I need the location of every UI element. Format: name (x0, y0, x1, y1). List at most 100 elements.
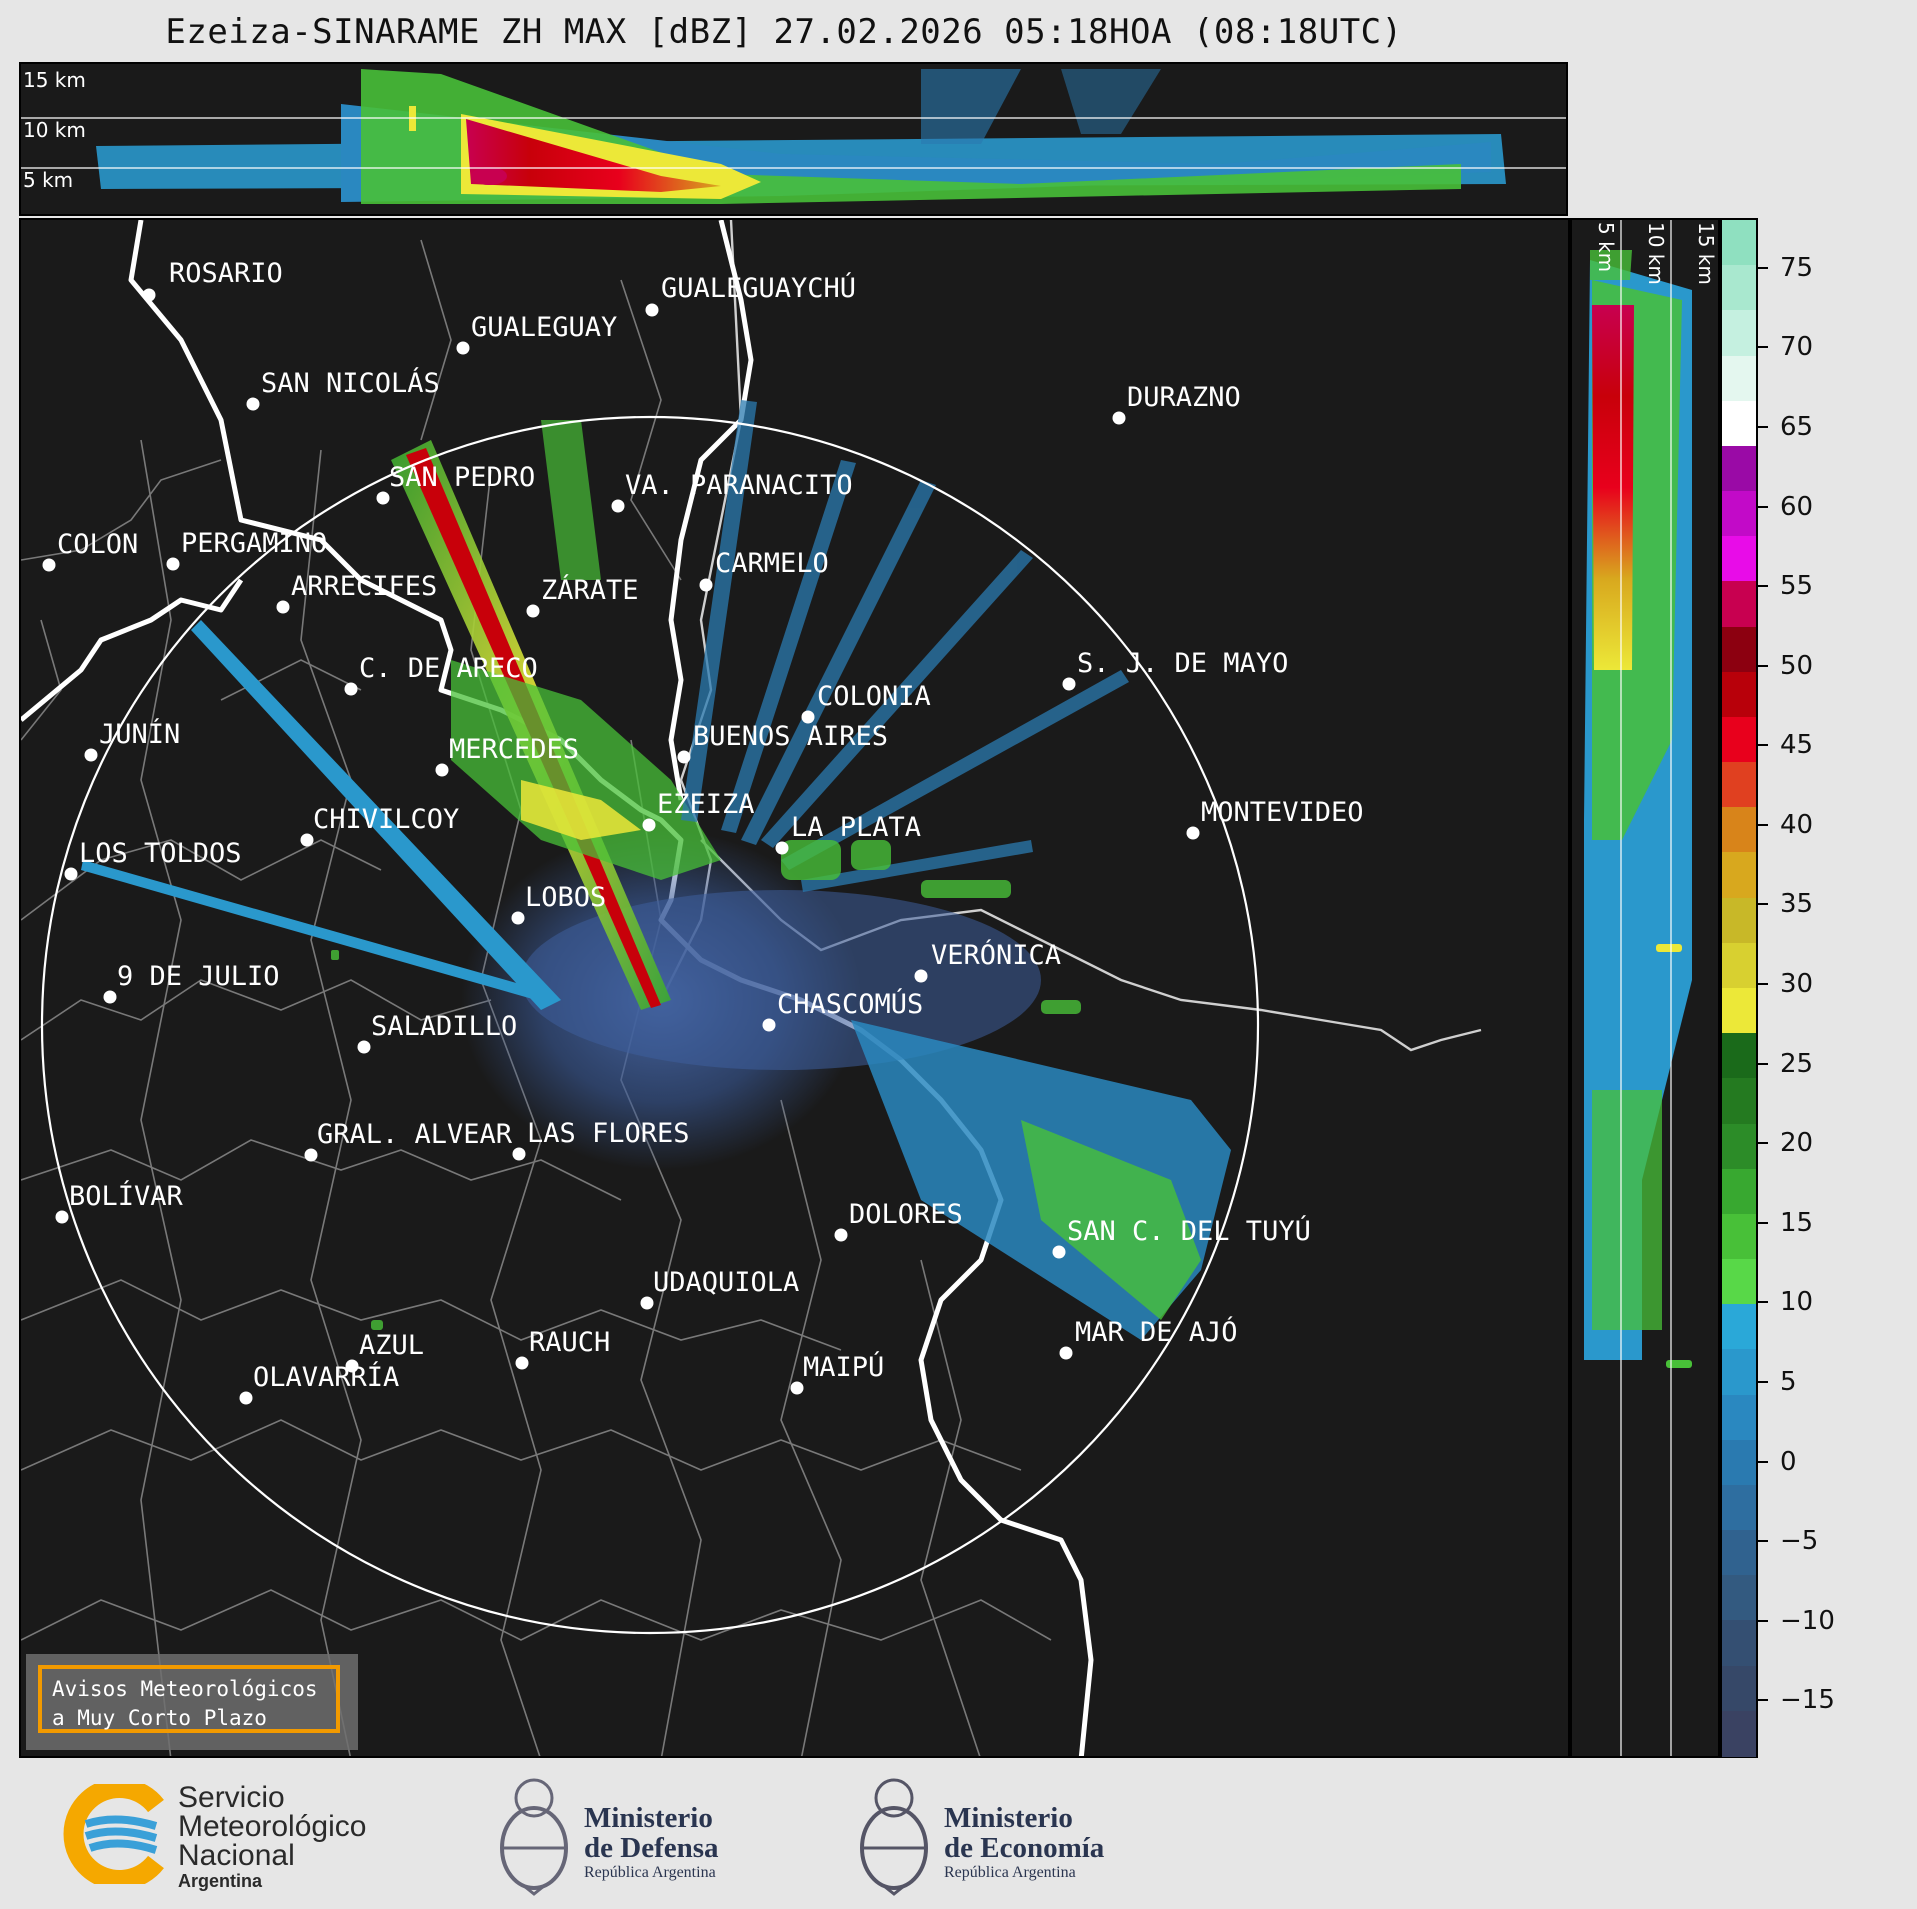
colorbar-band (1722, 716, 1756, 764)
city-label: BOLÍVAR (69, 1180, 184, 1212)
side-profile-svg: 5 km 10 km 15 km (1584, 220, 1718, 1756)
city-label: BUENOS AIRES (693, 721, 888, 752)
colorbar-tick-label: 15 (1780, 1207, 1814, 1238)
echo-river-plate (521, 890, 1041, 1070)
city-marker: MAIPÚ (790, 1351, 884, 1395)
colorbar-tick-label: −5 (1780, 1526, 1819, 1557)
colorbar-tick (1758, 585, 1768, 588)
city-marker: VA. PARANACITO (611, 470, 853, 513)
city-label: LOS TOLDOS (79, 838, 242, 869)
colorbar-band (1722, 1123, 1756, 1170)
city-label: MAR DE AJÓ (1075, 1316, 1238, 1348)
colorbar-tick (1758, 823, 1768, 826)
city-label: MERCEDES (449, 734, 579, 765)
city-dot (276, 600, 290, 614)
smn-line-2: Meteorológico (178, 1810, 367, 1843)
defensa-line-2: de Defensa (584, 1832, 719, 1864)
top-profile-panel: 15 km 10 km 5 km (19, 62, 1568, 216)
city-label: VERÓNICA (931, 939, 1061, 971)
avisos-box[interactable]: Avisos Meteorológicos a Muy Corto Plazo (26, 1654, 358, 1750)
colorbar-tick-label: 45 (1780, 730, 1814, 761)
city-label: CHASCOMÚS (777, 988, 923, 1020)
avisos-link[interactable]: Avisos Meteorológicos a Muy Corto Plazo (38, 1665, 340, 1733)
top-profile-svg: 15 km 10 km 5 km (21, 68, 1566, 204)
city-marker: CARMELO (699, 548, 829, 592)
city-dot (914, 969, 928, 983)
city-marker: MERCEDES (435, 734, 579, 777)
city-marker: UDAQUIOLA (640, 1267, 799, 1310)
colorbar-tick (1758, 1380, 1768, 1383)
side-height-label-15km: 15 km (1694, 222, 1718, 285)
city-marker: COLONIA (801, 681, 931, 724)
side-echo-speck-2 (1666, 1360, 1692, 1368)
colorbar-band (1722, 1259, 1756, 1306)
colorbar-tick (1758, 505, 1768, 508)
city-dot (456, 341, 470, 355)
city-marker: GUALEGUAYCHÚ (645, 272, 856, 317)
economia-logo-text: Ministerio de Economía República Argenti… (944, 1803, 1104, 1883)
colorbar-tick-label: 50 (1780, 650, 1814, 681)
city-label: MAIPÚ (803, 1351, 884, 1383)
colorbar-band (1722, 1168, 1756, 1215)
side-echo-speck (1656, 944, 1682, 952)
city-dot (55, 1210, 69, 1224)
city-marker: PERGAMINO (166, 528, 327, 571)
city-label: LOBOS (525, 882, 606, 913)
height-label-15km: 15 km (23, 68, 86, 92)
city-marker: BOLÍVAR (55, 1180, 184, 1224)
city-dot (435, 763, 449, 777)
colorbar-tick-label: 20 (1780, 1128, 1814, 1159)
city-marker: SALADILLO (357, 1011, 517, 1054)
city-dot (511, 911, 525, 925)
city-marker: SAN C. DEL TUYÚ (1052, 1215, 1311, 1259)
city-dot (645, 303, 659, 317)
coat-of-arms-economia-icon (860, 1778, 928, 1896)
city-dot (642, 818, 656, 832)
city-label: S. J. DE MAYO (1077, 648, 1288, 679)
city-dot (64, 867, 78, 881)
colorbar-tick-label: 5 (1780, 1366, 1797, 1397)
city-label: PERGAMINO (181, 528, 327, 559)
colorbar-tick (1758, 1460, 1768, 1463)
colorbar-tick-label: 40 (1780, 809, 1814, 840)
defensa-line-1: Ministerio (584, 1802, 713, 1834)
city-dot (376, 491, 390, 505)
colorbar-band (1722, 807, 1756, 854)
colorbar-band (1722, 1439, 1756, 1486)
city-label: MONTEVIDEO (1201, 797, 1364, 828)
colorbar-tick-label: 60 (1780, 491, 1814, 522)
echo-streak (921, 69, 1021, 144)
city-label: LAS FLORES (527, 1118, 690, 1149)
colorbar-band (1722, 1394, 1756, 1441)
colorbar-band (1722, 220, 1756, 267)
radar-map[interactable]: ROSARIO GUALEGUAYCHÚ GUALEGUAY SAN NICOLÁS D… (19, 218, 1570, 1758)
city-marker: LAS FLORES (512, 1118, 690, 1161)
colorbar-band (1722, 1710, 1756, 1757)
colorbar-band (1722, 1304, 1756, 1351)
economia-line-3: República Argentina (944, 1864, 1076, 1881)
smn-line-1: Servicio (178, 1781, 285, 1814)
city-marker: S. J. DE MAYO (1062, 648, 1288, 691)
city-label: 9 DE JULIO (117, 961, 280, 992)
city-dot (699, 578, 713, 592)
city-marker: AZUL (345, 1330, 424, 1373)
city-label: GUALEGUAYCHÚ (661, 272, 856, 304)
city-label: JUNÍN (99, 718, 180, 750)
side-echo-core (1592, 305, 1634, 670)
city-marker: ROSARIO (142, 258, 283, 302)
city-dot (1112, 411, 1126, 425)
colorbar-band (1722, 988, 1756, 1035)
city-label: CHIVILCOY (313, 804, 459, 835)
echo-streak-north (541, 420, 601, 580)
colorbar-tick (1758, 1301, 1768, 1304)
echo-cells-scattered (331, 840, 1081, 1330)
echo-core-red (466, 119, 721, 192)
city-label: OLAVARRÍA (253, 1361, 399, 1393)
colorbar-tick (1758, 1221, 1768, 1224)
city-label: SAN C. DEL TUYÚ (1067, 1215, 1311, 1247)
city-marker: SAN NICOLÁS (246, 367, 440, 411)
colorbar-band (1722, 1349, 1756, 1396)
city-dot (611, 499, 625, 513)
colorbar-tick (1758, 903, 1768, 906)
colorbar-band (1722, 491, 1756, 538)
